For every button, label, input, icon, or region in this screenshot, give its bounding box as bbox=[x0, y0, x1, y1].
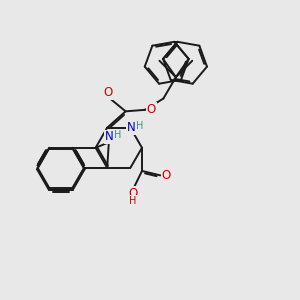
Text: O: O bbox=[103, 86, 112, 99]
Text: H: H bbox=[129, 196, 137, 206]
Text: N: N bbox=[105, 130, 114, 143]
Text: H: H bbox=[114, 130, 122, 140]
Text: H: H bbox=[136, 121, 143, 131]
Text: O: O bbox=[128, 187, 138, 200]
Text: N: N bbox=[127, 121, 135, 134]
Text: O: O bbox=[147, 103, 156, 116]
Text: O: O bbox=[162, 169, 171, 182]
